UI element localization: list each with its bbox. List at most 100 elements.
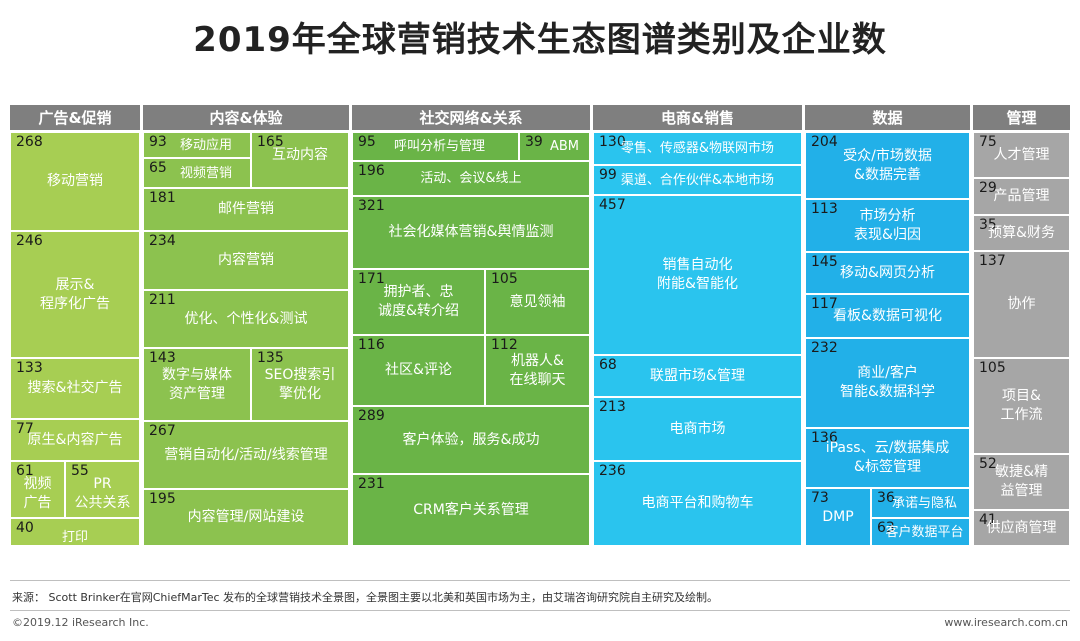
cell-value: 143: [149, 350, 176, 366]
treemap-cell: 40 打印: [10, 518, 140, 546]
treemap-cell: 113 市场分析 表现&归因: [805, 199, 970, 252]
cell-value: 145: [811, 254, 838, 270]
treemap-cell: 195 内容管理/网站建设: [143, 489, 349, 546]
treemap-cell: 181 邮件营销: [143, 188, 349, 231]
treemap-cell: 68 联盟市场&管理: [593, 355, 802, 397]
cell-label: 市场分析 表现&归因: [854, 207, 921, 243]
cell-label: 数字与媒体 资产管理: [162, 366, 232, 402]
cell-value: 267: [149, 423, 176, 439]
cell-value: 105: [979, 360, 1006, 376]
cell-label: 社会化媒体营销&舆情监测: [388, 224, 554, 240]
cell-label: 零售、传感器&物联网市场: [620, 141, 775, 156]
treemap-cell: 171 拥护者、忠 诚度&转介绍: [352, 269, 485, 335]
cell-value: 39: [525, 134, 543, 150]
treemap-cell: 95 呼叫分析与管理: [352, 132, 519, 161]
category-header: 数据: [805, 105, 970, 130]
treemap-cell: 145 移动&网页分析: [805, 252, 970, 294]
treemap-cell: 196 活动、会议&线上: [352, 161, 590, 196]
cell-label: 协作: [1007, 296, 1036, 312]
cell-label: 营销自动化/活动/线索管理: [164, 446, 328, 463]
cell-label: 供应商管理: [986, 519, 1057, 536]
footer-divider-bottom: [10, 610, 1070, 611]
cell-value: 136: [811, 430, 838, 446]
cell-label: 渠道、合作伙伴&本地市场: [620, 172, 775, 188]
cell-label: 电商平台和购物车: [641, 495, 754, 511]
cell-label: 移动应用: [179, 137, 232, 153]
cell-label: 产品管理: [993, 188, 1050, 204]
cell-value: 321: [358, 198, 385, 214]
cell-label: 人才管理: [993, 146, 1050, 163]
cell-value: 137: [979, 253, 1006, 269]
cell-value: 204: [811, 134, 838, 150]
cell-value: 36: [877, 490, 895, 506]
cell-label: 电商市场: [669, 420, 726, 437]
cell-value: 196: [358, 163, 385, 179]
cell-value: 95: [358, 134, 376, 150]
treemap-cell: 457 销售自动化 附能&智能化: [593, 195, 802, 355]
cell-label: 机器人& 在线聊天: [509, 352, 566, 388]
cell-value: 195: [149, 491, 176, 507]
cell-label: DMP: [822, 508, 854, 525]
cell-value: 236: [599, 463, 626, 479]
treemap-cell: 61 视频 广告: [10, 461, 65, 518]
treemap-cell: 234 内容营销: [143, 231, 349, 290]
cell-value: 289: [358, 408, 385, 424]
treemap-cell: 93 移动应用: [143, 132, 251, 158]
cell-label: 预算&财务: [988, 224, 1055, 241]
cell-value: 135: [257, 350, 284, 366]
cell-label: iPass、云/数据集成 &标签管理: [825, 440, 950, 475]
treemap-cell: 165 互动内容: [251, 132, 349, 188]
cell-value: 112: [491, 337, 518, 353]
cell-value: 35: [979, 217, 997, 233]
source-note: 来源： Scott Brinker在官网ChiefMarTec 发布的全球营销技…: [12, 591, 719, 604]
cell-label: 客户体验，服务&成功: [402, 431, 540, 448]
category-header: 管理: [973, 105, 1070, 130]
cell-value: 93: [149, 134, 167, 150]
treemap-cell: 35 预算&财务: [973, 215, 1070, 251]
cell-value: 246: [16, 233, 43, 249]
treemap-cell: 211 优化、个性化&测试: [143, 290, 349, 348]
cell-value: 113: [811, 201, 838, 217]
treemap-cell: 289 客户体验，服务&成功: [352, 406, 590, 474]
cell-value: 213: [599, 399, 626, 415]
cell-label: ABM: [549, 139, 580, 154]
copyright-text: ©2019.12 iResearch Inc.: [12, 616, 149, 629]
treemap-cell: 135 SEO搜索引 擎优化: [251, 348, 349, 421]
treemap-cell: 65 视频营销: [143, 158, 251, 188]
cell-label: 社区&评论: [385, 362, 452, 378]
treemap-cell: 116 社区&评论: [352, 335, 485, 406]
cell-value: 117: [811, 296, 838, 312]
cell-label: 活动、会议&线上: [420, 171, 522, 186]
cell-value: 130: [599, 134, 626, 150]
cell-value: 40: [16, 520, 34, 536]
treemap-cell: 29 产品管理: [973, 178, 1070, 215]
cell-label: 项目& 工作流: [1000, 388, 1043, 423]
cell-label: 承诺与隐私: [891, 495, 957, 511]
cell-value: 171: [358, 271, 385, 287]
treemap-cell: 213 电商市场: [593, 397, 802, 461]
treemap-cell: 52 敏捷&精 益管理: [973, 454, 1070, 510]
treemap-cell: 236 电商平台和购物车: [593, 461, 802, 546]
cell-value: 55: [71, 463, 89, 479]
cell-label: 展示& 程序化广告: [40, 276, 110, 312]
cell-label: 商业/客户 智能&数据科学: [840, 365, 935, 400]
cell-label: 呼叫分析与管理: [393, 139, 485, 154]
cell-value: 268: [16, 134, 43, 150]
treemap-cell: 117 看板&数据可视化: [805, 294, 970, 338]
cell-label: 内容营销: [218, 252, 274, 268]
treemap-cell: 41 供应商管理: [973, 510, 1070, 546]
treemap-cell: 268 移动营销: [10, 132, 140, 231]
treemap-cell: 36 承诺与隐私: [871, 488, 970, 518]
cell-value: 68: [599, 357, 617, 373]
treemap-cell: 105 项目& 工作流: [973, 358, 1070, 454]
category-header: 电商&销售: [593, 105, 802, 130]
cell-value: 73: [811, 490, 829, 506]
cell-label: 客户数据平台: [885, 524, 964, 540]
cell-label: 受众/市场数据 &数据完善: [843, 147, 932, 183]
treemap-cell: 231 CRM客户关系管理: [352, 474, 590, 546]
treemap-cell: 246 展示& 程序化广告: [10, 231, 140, 358]
cell-value: 29: [979, 180, 997, 196]
cell-value: 133: [16, 360, 43, 376]
cell-value: 211: [149, 292, 176, 308]
category-header: 社交网络&关系: [352, 105, 590, 130]
